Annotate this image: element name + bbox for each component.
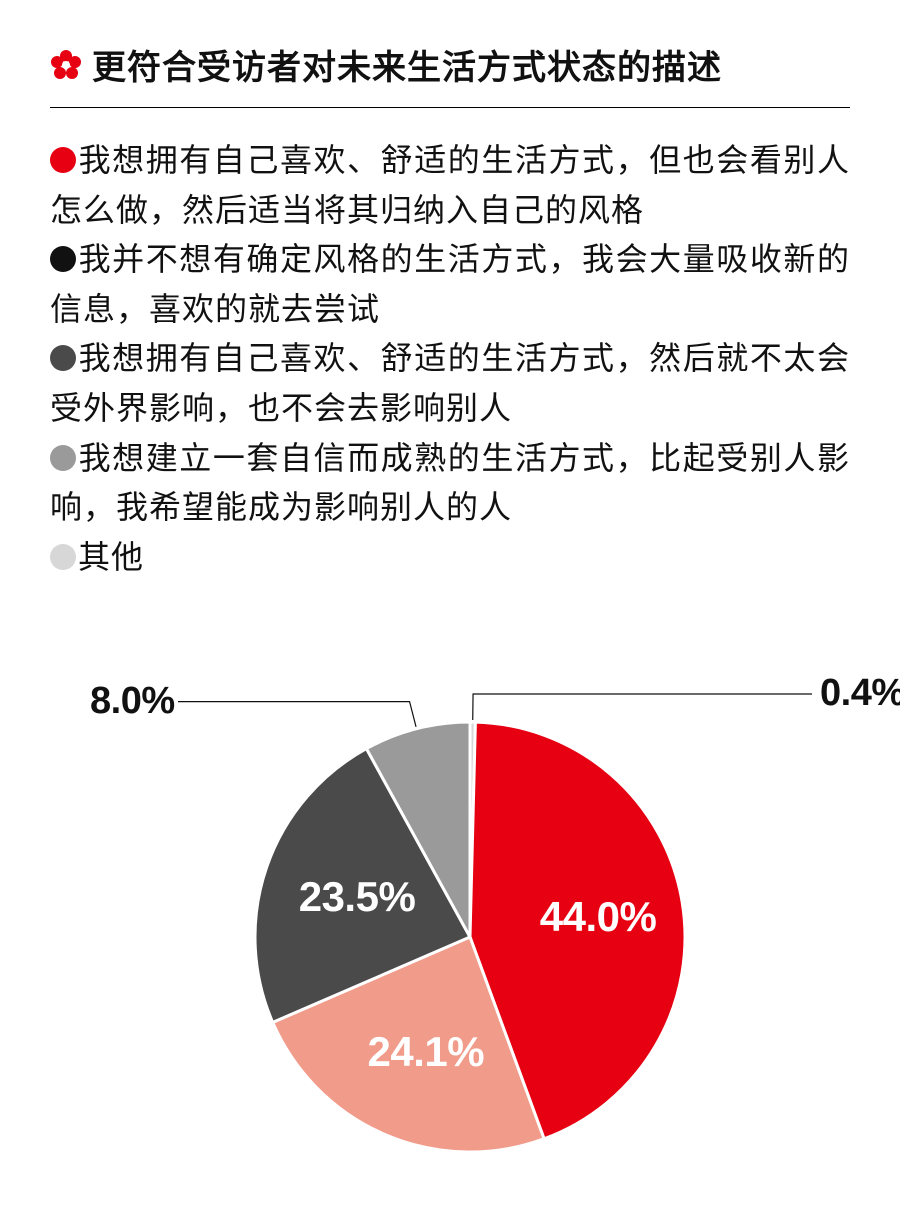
legend-item: 我想拥有自己喜欢、舒适的生活方式，但也会看别人怎么做，然后适当将其归纳入自己的风… xyxy=(50,136,850,235)
legend-item: 其他 xyxy=(50,533,850,583)
legend-dot-icon xyxy=(50,147,76,173)
legend: 我想拥有自己喜欢、舒适的生活方式，但也会看别人怎么做，然后适当将其归纳入自己的风… xyxy=(50,136,850,582)
legend-text: 我想拥有自己喜欢、舒适的生活方式，然后就不太会受外界影响，也不会去影响别人 xyxy=(50,340,850,426)
legend-text: 其他 xyxy=(78,539,144,575)
slice-label: 8.0% xyxy=(90,680,175,723)
slice-label: 24.1% xyxy=(351,1028,501,1076)
legend-text: 我想建立一套自信而成熟的生活方式，比起受别人影响，我希望能成为影响别人的人 xyxy=(50,440,850,526)
chart-title: 更符合受访者对未来生活方式状态的描述 xyxy=(92,40,722,89)
flower-icon xyxy=(50,49,82,81)
legend-item: 我想建立一套自信而成熟的生活方式，比起受别人影响，我希望能成为影响别人的人 xyxy=(50,434,850,533)
legend-dot-icon xyxy=(50,445,76,471)
legend-dot-icon xyxy=(50,345,76,371)
leader-line xyxy=(178,702,416,727)
pie-chart: 0.4%44.0%24.1%23.5%8.0% xyxy=(50,622,850,1162)
legend-dot-icon xyxy=(50,246,76,272)
slice-label: 44.0% xyxy=(523,893,673,941)
pie-svg xyxy=(50,622,900,1162)
divider xyxy=(50,107,850,108)
legend-dot-icon xyxy=(50,544,76,570)
legend-item: 我并不想有确定风格的生活方式，我会大量吸收新的信息，喜欢的就去尝试 xyxy=(50,235,850,334)
legend-item: 我想拥有自己喜欢、舒适的生活方式，然后就不太会受外界影响，也不会去影响别人 xyxy=(50,334,850,433)
slice-label: 23.5% xyxy=(282,873,432,921)
header: 更符合受访者对未来生活方式状态的描述 xyxy=(50,40,850,89)
leader-line xyxy=(473,694,812,720)
slice-label: 0.4% xyxy=(820,672,900,715)
legend-text: 我并不想有确定风格的生活方式，我会大量吸收新的信息，喜欢的就去尝试 xyxy=(50,241,850,327)
legend-text: 我想拥有自己喜欢、舒适的生活方式，但也会看别人怎么做，然后适当将其归纳入自己的风… xyxy=(50,142,850,228)
